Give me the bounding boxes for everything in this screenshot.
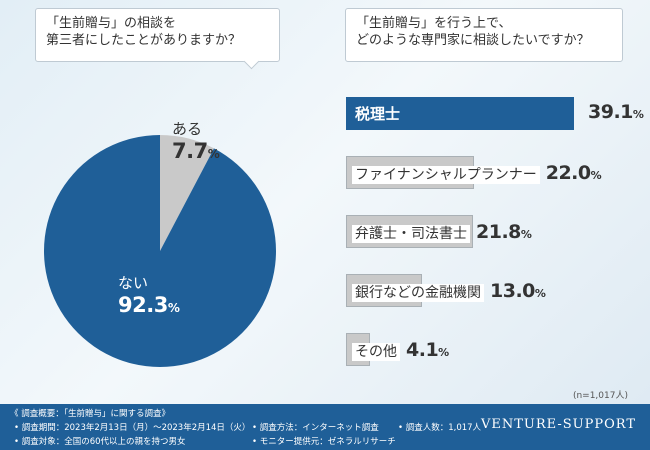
pie-label-no-pct: 92.3% [118,293,180,317]
pie-label-yes: ある 7.7% [172,118,220,163]
bar-value: 39.1% [588,101,644,123]
bar-value: 22.0% [545,162,602,184]
pie-question-line2: 第三者にしたことがありますか？ [46,33,242,48]
sample-size-note: (n=1,017人) [572,391,628,401]
bar-label-tax-accountant: 税理士 39.1% [355,101,644,123]
brand-logo-text: VENTURE-SUPPORT [480,417,636,432]
pie-question-line1: 「生前贈与」の相談を [46,16,177,31]
bar-label-lawyer: 弁護士・司法書士 21.8% [352,221,532,243]
footer-provider: • モニター提供元：ゼネラルリサーチ [252,437,396,447]
pie-slice-no [43,135,276,367]
bar-question-line2: どのような専門家に相談したいですか？ [356,33,590,48]
pie-label-yes-name: ある [172,120,203,138]
footer-target: • 調査対象：全国の60代以上の親を持つ男女 [14,437,186,447]
pie-label-yes-pct: 7.7% [172,139,220,163]
footer-method: • 調査方法：インターネット調査 [252,423,379,433]
speech-tail [243,53,260,70]
pie-question-card: 「生前贈与」の相談を 第三者にしたことがありますか？ [35,8,280,70]
footer-count: • 調査人数：1,017人 [398,423,482,433]
survey-footer: 《 調査概要：「生前贈与」に関する調査》 • 調査期間：2023年2月13日（月… [0,404,650,450]
bar-label-other: その他 4.1% [352,339,449,361]
footer-summary: 《 調査概要：「生前贈与」に関する調査》 [10,409,170,419]
bar-question-card: 「生前贈与」を行う上で、 どのような専門家に相談したいですか？ [345,8,623,62]
bar-value: 4.1% [406,339,449,361]
bar-label-bank: 銀行などの金融機関 13.0% [352,280,546,302]
bar-question-line1: 「生前贈与」を行う上で、 [356,16,512,31]
bar-value: 13.0% [490,280,546,302]
pie-label-no: ない 92.3% [118,272,180,317]
footer-period: • 調査期間：2023年2月13日（月）〜2023年2月14日（火） [14,423,251,433]
bar-value: 21.8% [476,221,532,243]
bar-label-financial-planner: ファイナンシャルプランナー 22.0% [352,162,602,184]
pie-label-no-name: ない [118,274,149,292]
bar-tax-accountant [346,97,574,130]
